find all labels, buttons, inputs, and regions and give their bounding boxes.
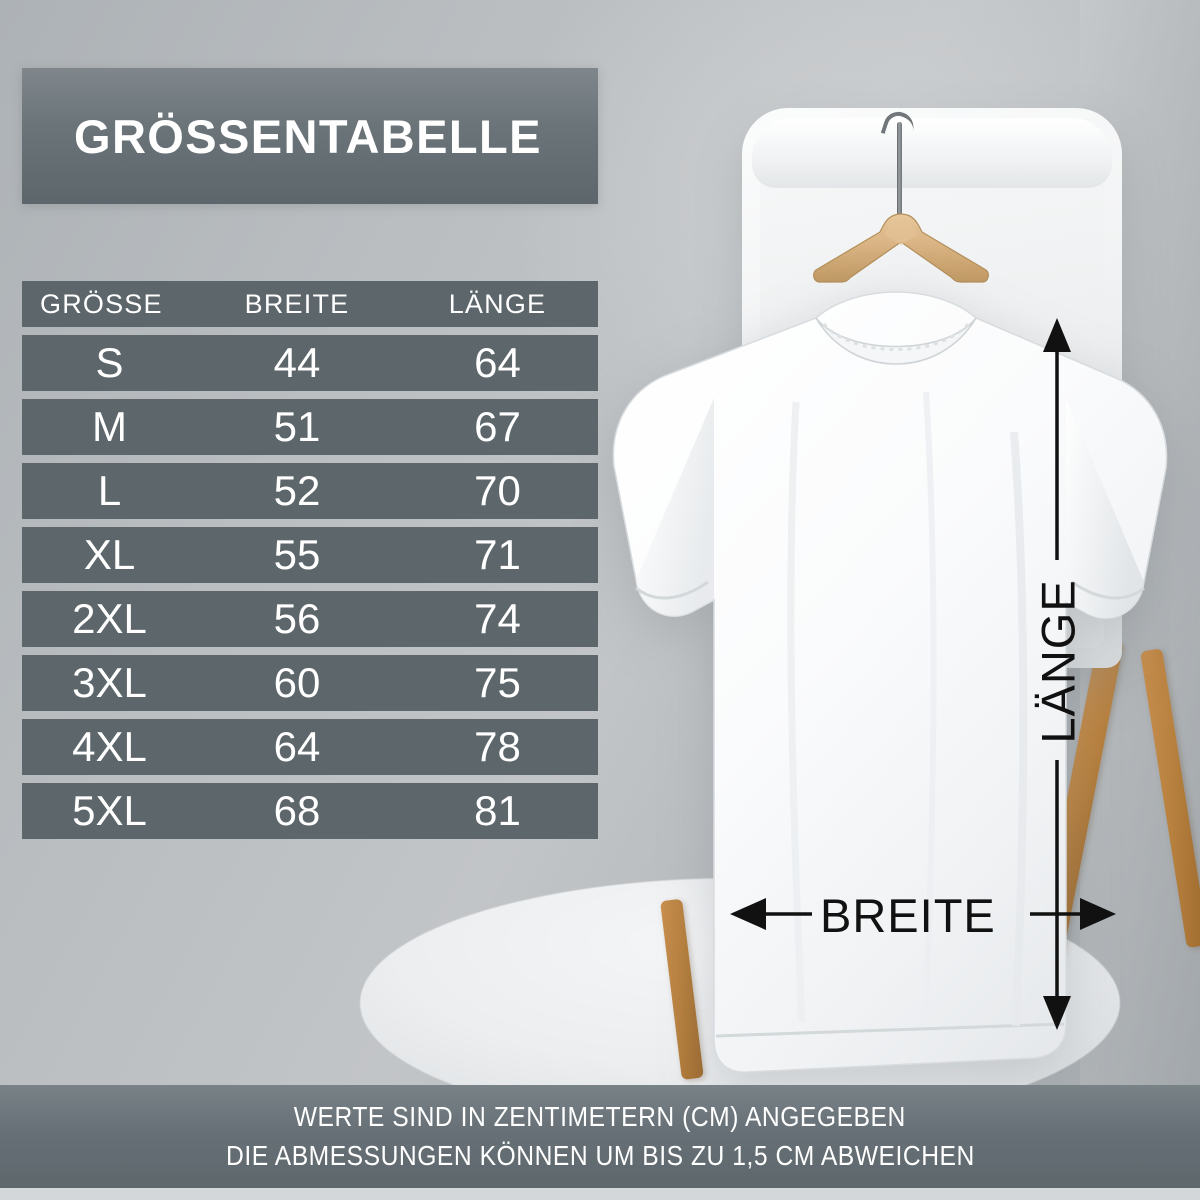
column-header-width: BREITE — [244, 288, 350, 319]
footer-note-line-1: WERTE SIND IN ZENTIMETERN (CM) ANGEGEBEN — [293, 1101, 907, 1133]
length-annotation-label: LÄNGE — [1018, 566, 1098, 756]
clothes-hanger-icon — [810, 212, 992, 290]
cell-length: 71 — [474, 531, 521, 578]
cell-width: 44 — [273, 339, 321, 386]
chair-backrest-rim — [752, 118, 1112, 188]
cell-width: 52 — [273, 467, 321, 514]
cell-width: 55 — [273, 531, 321, 578]
cell-size: XL — [83, 531, 136, 578]
cell-width: 51 — [273, 403, 321, 450]
size-table: GRÖSSE BREITE LÄNGE S 44 64 M 51 67 L 52 70 XL 55 7… — [22, 281, 598, 847]
table-row: 5XL 68 81 — [22, 783, 598, 839]
table-body: S 44 64 M 51 67 L 52 70 XL 55 71 2XL 56 74 3XL 60 75 4XL 64… — [22, 335, 598, 839]
column-header-length: LÄNGE — [448, 288, 547, 319]
length-annotation-text: LÄNGE — [1031, 578, 1085, 744]
cell-size: 4XL — [72, 723, 147, 770]
column-header-size: GRÖSSE — [40, 288, 163, 319]
table-row: M 51 67 — [22, 399, 598, 455]
footer-bottom-strip — [0, 1188, 1200, 1200]
cell-length: 64 — [474, 339, 521, 386]
tshirt-product-image — [596, 282, 1186, 1082]
table-row: 3XL 60 75 — [22, 655, 598, 711]
cell-width: 60 — [273, 659, 321, 706]
table-row: 4XL 64 78 — [22, 719, 598, 775]
table-row: L 52 70 — [22, 463, 598, 519]
cell-size: L — [97, 467, 122, 514]
cell-size: 3XL — [72, 659, 147, 706]
cell-size: S — [95, 339, 124, 386]
cell-size: 5XL — [72, 787, 147, 834]
footer-note-banner: WERTE SIND IN ZENTIMETERN (CM) ANGEGEBEN… — [0, 1085, 1200, 1188]
cell-length: 67 — [474, 403, 521, 450]
footer-note-line-2: DIE ABMESSUNGEN KÖNNEN UM BIS ZU 1,5 CM … — [225, 1139, 975, 1171]
table-header-row: GRÖSSE BREITE LÄNGE — [22, 281, 598, 327]
width-annotation-label: BREITE — [820, 889, 996, 942]
cell-length: 81 — [474, 787, 521, 834]
cell-length: 78 — [474, 723, 521, 770]
cell-width: 68 — [273, 787, 321, 834]
cell-length: 75 — [474, 659, 521, 706]
cell-size: 2XL — [72, 595, 147, 642]
page-title: GRÖSSENTABELLE — [74, 109, 542, 163]
cell-size: M — [92, 403, 127, 450]
table-row: XL 55 71 — [22, 527, 598, 583]
cell-width: 56 — [273, 595, 321, 642]
table-row: S 44 64 — [22, 335, 598, 391]
hanger-hook-stem — [897, 122, 902, 218]
cell-length: 70 — [474, 467, 521, 514]
chart-title-banner: GRÖSSENTABELLE — [22, 68, 598, 204]
table-row: 2XL 56 74 — [22, 591, 598, 647]
cell-length: 74 — [474, 595, 521, 642]
cell-width: 64 — [273, 723, 321, 770]
